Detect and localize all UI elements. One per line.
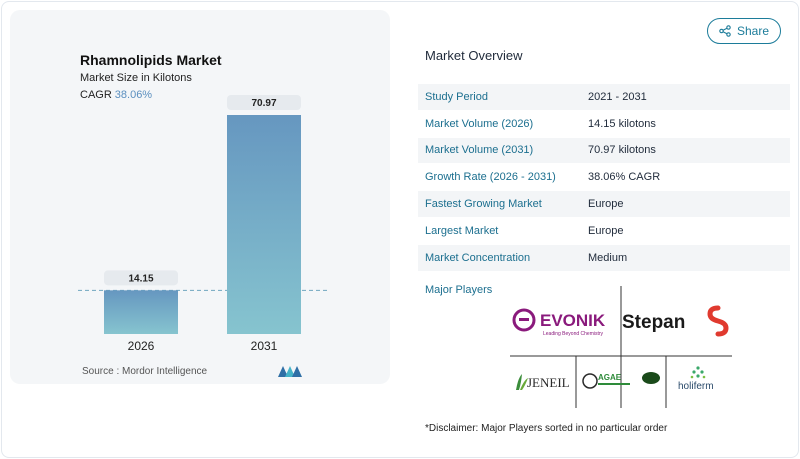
x-tick-label: 2031 bbox=[251, 339, 278, 353]
svg-text:Stepan: Stepan bbox=[622, 312, 685, 333]
overview-row: Fastest Growing Market Europe bbox=[418, 191, 790, 218]
overview-row-label: Study Period bbox=[425, 90, 488, 103]
overview-row-label: Largest Market bbox=[425, 224, 499, 237]
data-label: 14.15 bbox=[128, 273, 153, 284]
svg-text:EVONIK: EVONIK bbox=[540, 311, 606, 330]
holiferm-logo: holiferm bbox=[678, 366, 714, 392]
major-players-title: Major Players bbox=[425, 284, 493, 296]
share-icon bbox=[719, 25, 731, 37]
overview-row: Market Volume (2026) 14.15 kilotons bbox=[418, 111, 790, 138]
market-overview-title: Market Overview bbox=[425, 48, 523, 63]
data-label: 70.97 bbox=[251, 98, 276, 109]
overview-row: Largest Market Europe bbox=[418, 218, 790, 245]
svg-text:holiferm: holiferm bbox=[678, 381, 714, 392]
overview-row-value: Europe bbox=[588, 224, 624, 237]
overview-row-value: Medium bbox=[588, 251, 628, 264]
overview-row: Growth Rate (2026 - 2031) 38.06% CAGR bbox=[418, 164, 790, 192]
overview-row-label: Fastest Growing Market bbox=[425, 198, 542, 211]
svg-text:Leading Beyond Chemistry: Leading Beyond Chemistry bbox=[543, 331, 604, 337]
agae-logo: AGAE bbox=[582, 372, 660, 389]
overview-row: Market Volume (2031) 70.97 kilotons bbox=[418, 137, 790, 165]
market-overview-table: Study Period 2021 - 2031 Market Volume (20… bbox=[418, 84, 790, 272]
bar-chart: 14.15 2026 70.97 2031 bbox=[78, 95, 330, 353]
x-tick-label: 2026 bbox=[128, 339, 155, 353]
source-text: Source : Mordor Intelligence bbox=[82, 366, 208, 377]
chart-title: Rhamnolipids Market bbox=[80, 52, 222, 68]
bar-2031 bbox=[227, 115, 301, 334]
svg-text:JENEIL: JENEIL bbox=[527, 375, 570, 390]
svg-text:AGAE: AGAE bbox=[598, 373, 622, 382]
cagr-value: 38.06% bbox=[114, 89, 153, 101]
overview-row-label: Market Concentration bbox=[425, 251, 531, 264]
jeneil-logo: JENEIL bbox=[516, 374, 570, 390]
overview-row-label: Market Volume (2031) bbox=[425, 144, 534, 157]
overview-row-label: Growth Rate (2026 - 2031) bbox=[425, 171, 556, 184]
share-label: Share bbox=[736, 24, 770, 38]
overview-row-value: 38.06% CAGR bbox=[588, 171, 661, 184]
cagr-label: CAGR 38.06% bbox=[80, 89, 153, 101]
data-label-box bbox=[227, 95, 301, 110]
mordor-intelligence-logo bbox=[278, 366, 302, 377]
overview-row-value: Europe bbox=[588, 198, 624, 211]
overview-row: Study Period 2021 - 2031 bbox=[418, 84, 790, 111]
overview-row-value: 2021 - 2031 bbox=[588, 90, 647, 103]
chart-card bbox=[10, 10, 390, 384]
data-label-box bbox=[104, 270, 178, 286]
overview-row-value: 70.97 kilotons bbox=[588, 144, 656, 157]
disclaimer-text: *Disclaimer: Major Players sorted in no … bbox=[425, 423, 668, 434]
stepan-logo: Stepan bbox=[622, 305, 729, 337]
overview-row-value: 14.15 kilotons bbox=[588, 117, 656, 130]
share-button[interactable]: Share bbox=[707, 18, 781, 44]
evonik-logo: EVONIK Leading Beyond Chemistry bbox=[512, 308, 606, 337]
bar-2026 bbox=[104, 290, 178, 334]
overview-row-label: Market Volume (2026) bbox=[425, 117, 534, 130]
overview-row: Market Concentration Medium bbox=[418, 244, 790, 272]
major-players-logos: EVONIK Leading Beyond Chemistry Stepan J… bbox=[510, 286, 732, 408]
chart-subtitle: Market Size in Kilotons bbox=[80, 72, 192, 84]
